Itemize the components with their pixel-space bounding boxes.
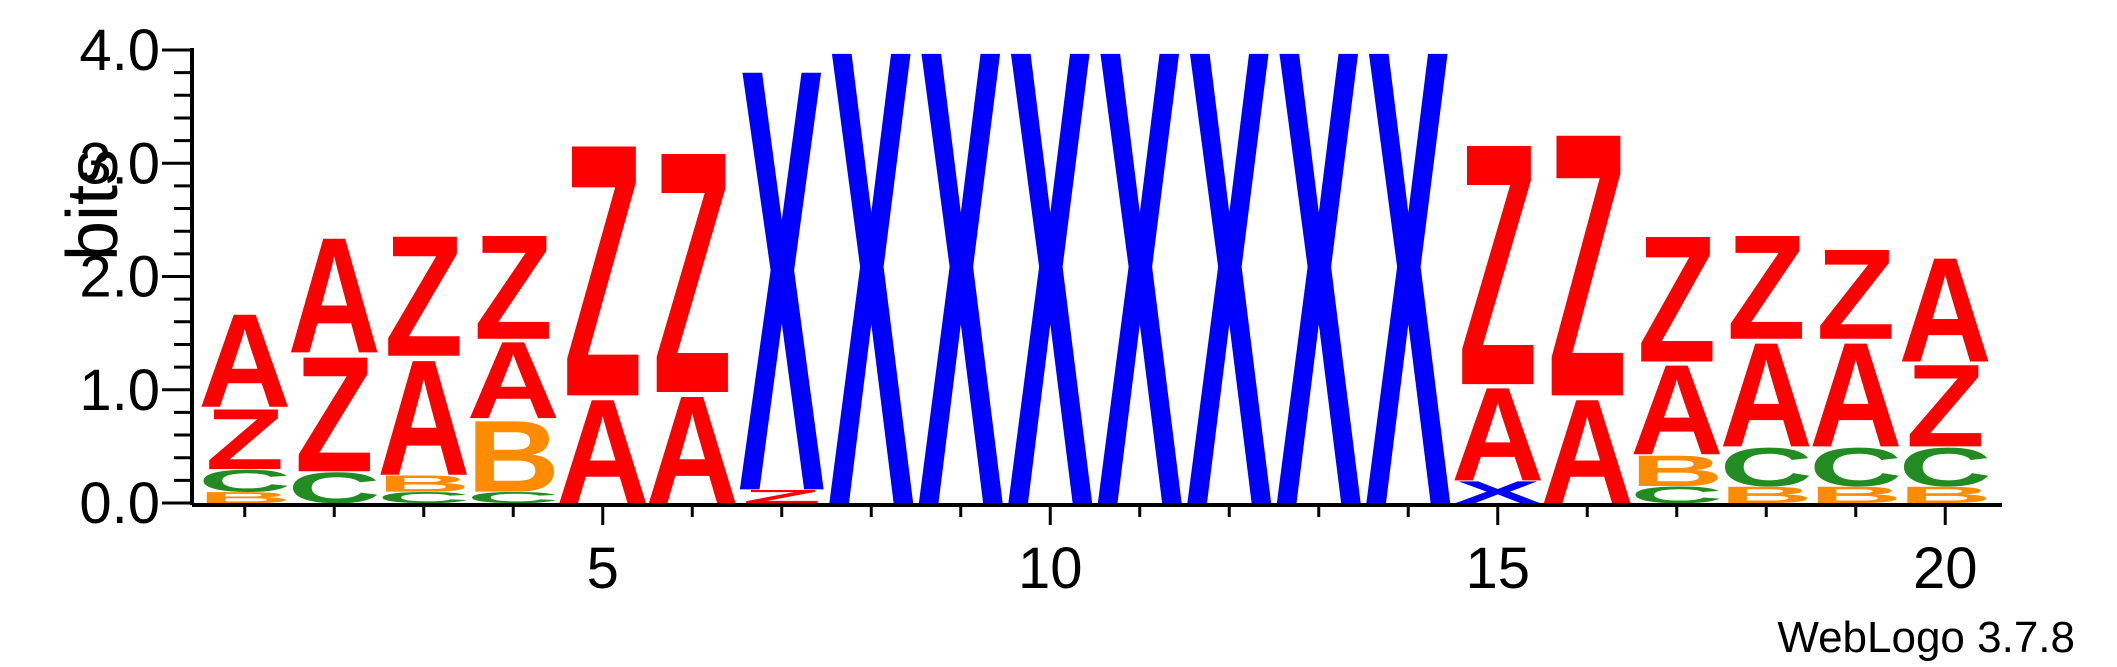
y-tick-label: 1.0 bbox=[79, 358, 160, 423]
glyph-A-pos-4: A bbox=[467, 319, 560, 442]
glyph-Z-pos-1: Z bbox=[205, 392, 284, 488]
x-tick-label: 10 bbox=[1018, 536, 1083, 601]
glyph-X-pos-8: X bbox=[828, 0, 915, 642]
glyph-Z-pos-15: Z bbox=[1458, 73, 1537, 459]
glyph-Z-pos-18: Z bbox=[1727, 204, 1806, 371]
glyph-A-pos-3: A bbox=[377, 326, 470, 510]
glyph-X-pos-10: X bbox=[1007, 0, 1094, 642]
x-tick-label: 20 bbox=[1913, 536, 1978, 601]
glyph-B-pos-4: B bbox=[467, 399, 560, 513]
glyph-Z-pos-6: Z bbox=[653, 81, 732, 467]
glyph-Z-pos-17: Z bbox=[1637, 199, 1716, 401]
glyph-A-pos-1: A bbox=[198, 286, 291, 436]
glyph-Z-pos-4: Z bbox=[474, 204, 553, 371]
glyph-Z-pos-5: Z bbox=[563, 68, 642, 473]
glyph-C-pos-4: C bbox=[467, 489, 560, 506]
glyph-B-pos-17: B bbox=[1630, 447, 1723, 496]
y-axis-title: bits bbox=[53, 149, 133, 261]
y-tick-label: 3.0 bbox=[79, 131, 160, 196]
glyph-B-pos-3: B bbox=[377, 470, 470, 496]
glyph-C-pos-3: C bbox=[377, 489, 470, 506]
glyph-A-pos-18: A bbox=[1720, 311, 1813, 478]
glyph-A-pos-17: A bbox=[1630, 338, 1723, 482]
x-axis: 5 10 15 20 bbox=[192, 503, 2002, 601]
glyph-X-pos-7: X bbox=[739, 0, 826, 618]
y-tick-label: 4.0 bbox=[79, 18, 160, 83]
glyph-X-pos-13: X bbox=[1276, 0, 1363, 642]
glyph-C-pos-19: C bbox=[1809, 437, 1902, 499]
glyph-X-pos-11: X bbox=[1097, 0, 1184, 642]
glyph-C-pos-20: C bbox=[1899, 437, 1992, 499]
x-tick-label: 5 bbox=[587, 536, 619, 601]
glyph-Z-pos-2: Z bbox=[295, 323, 374, 507]
glyph-X-pos-14: X bbox=[1365, 0, 1452, 642]
glyph-X-pos-9: X bbox=[918, 0, 1005, 642]
x-tick-label: 15 bbox=[1465, 536, 1530, 601]
glyph-Z-pos-3: Z bbox=[384, 200, 463, 393]
glyph-B-pos-1: B bbox=[198, 489, 291, 506]
glyph-C-pos-18: C bbox=[1720, 437, 1813, 499]
glyph-A-pos-20: A bbox=[1899, 227, 1992, 394]
glyph-A-pos-2: A bbox=[288, 204, 381, 388]
glyph-Z-pos-7: Z bbox=[742, 486, 821, 507]
glyph-A-pos-19: A bbox=[1809, 311, 1902, 478]
glyph-C-pos-1: C bbox=[198, 463, 291, 498]
y-tick-label: 0.0 bbox=[79, 471, 160, 536]
weblogo-credit: WebLogo 3.7.8 bbox=[1777, 613, 2075, 662]
glyph-Z-pos-16: Z bbox=[1548, 54, 1627, 476]
glyph-Z-pos-19: Z bbox=[1816, 223, 1895, 367]
glyph-A-pos-15: A bbox=[1451, 359, 1544, 509]
glyph-Z-pos-20: Z bbox=[1906, 340, 1985, 472]
y-axis: 0.0 1.0 2.0 3.0 4.0 bbox=[79, 18, 194, 536]
y-tick-label: 2.0 bbox=[79, 245, 160, 310]
glyph-X-pos-12: X bbox=[1186, 0, 1273, 642]
